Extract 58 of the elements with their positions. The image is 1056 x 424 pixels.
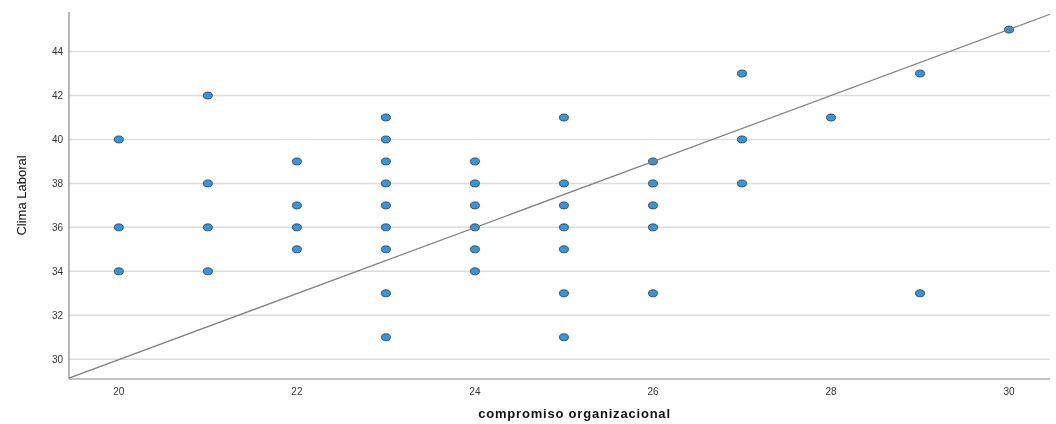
point bbox=[291, 245, 302, 254]
point bbox=[202, 179, 213, 188]
point bbox=[291, 223, 302, 232]
x-tick-label: 20 bbox=[113, 386, 125, 397]
y-tick-label: 42 bbox=[51, 90, 64, 102]
point bbox=[202, 223, 213, 232]
x-tick-label: 26 bbox=[647, 386, 659, 397]
point bbox=[381, 157, 391, 166]
point bbox=[915, 289, 925, 298]
point bbox=[113, 223, 124, 232]
point bbox=[559, 179, 569, 188]
x-axis-title: compromiso organizacional bbox=[478, 406, 671, 421]
point bbox=[559, 223, 569, 232]
point bbox=[470, 267, 480, 276]
y-tick-label: 36 bbox=[51, 221, 64, 233]
point bbox=[291, 201, 302, 210]
point bbox=[648, 289, 658, 298]
point bbox=[559, 245, 569, 254]
point bbox=[559, 201, 569, 210]
point bbox=[470, 179, 480, 188]
point bbox=[113, 267, 124, 276]
point bbox=[470, 157, 480, 166]
point bbox=[737, 179, 747, 188]
point bbox=[113, 135, 124, 144]
point bbox=[559, 113, 569, 122]
y-tick-label: 40 bbox=[51, 133, 64, 145]
point bbox=[826, 113, 836, 122]
point bbox=[470, 245, 480, 254]
point bbox=[381, 113, 391, 122]
point bbox=[559, 333, 569, 342]
point bbox=[470, 201, 480, 210]
point bbox=[648, 223, 658, 232]
y-tick-label: 34 bbox=[51, 265, 64, 277]
point bbox=[559, 289, 569, 298]
point bbox=[202, 267, 213, 276]
y-axis-title: Clima Laboral bbox=[14, 155, 29, 236]
point bbox=[648, 201, 658, 210]
point bbox=[381, 245, 391, 254]
point bbox=[291, 157, 302, 166]
y-tick-label: 44 bbox=[51, 46, 64, 58]
point bbox=[381, 135, 391, 144]
point bbox=[381, 223, 391, 232]
y-tick-label: 38 bbox=[51, 177, 64, 189]
point bbox=[381, 179, 391, 188]
point bbox=[381, 333, 391, 342]
point bbox=[648, 179, 658, 188]
point bbox=[381, 289, 391, 298]
point bbox=[202, 91, 213, 100]
y-tick-label: 30 bbox=[51, 353, 64, 365]
point bbox=[737, 135, 747, 144]
x-tick-label: 24 bbox=[469, 386, 481, 397]
x-tick-label: 22 bbox=[291, 386, 303, 397]
point bbox=[381, 201, 391, 210]
point bbox=[737, 69, 747, 78]
x-tick-label: 28 bbox=[825, 386, 838, 397]
y-tick-label: 32 bbox=[51, 309, 64, 321]
x-tick-label: 30 bbox=[1003, 386, 1016, 397]
point bbox=[915, 69, 925, 78]
